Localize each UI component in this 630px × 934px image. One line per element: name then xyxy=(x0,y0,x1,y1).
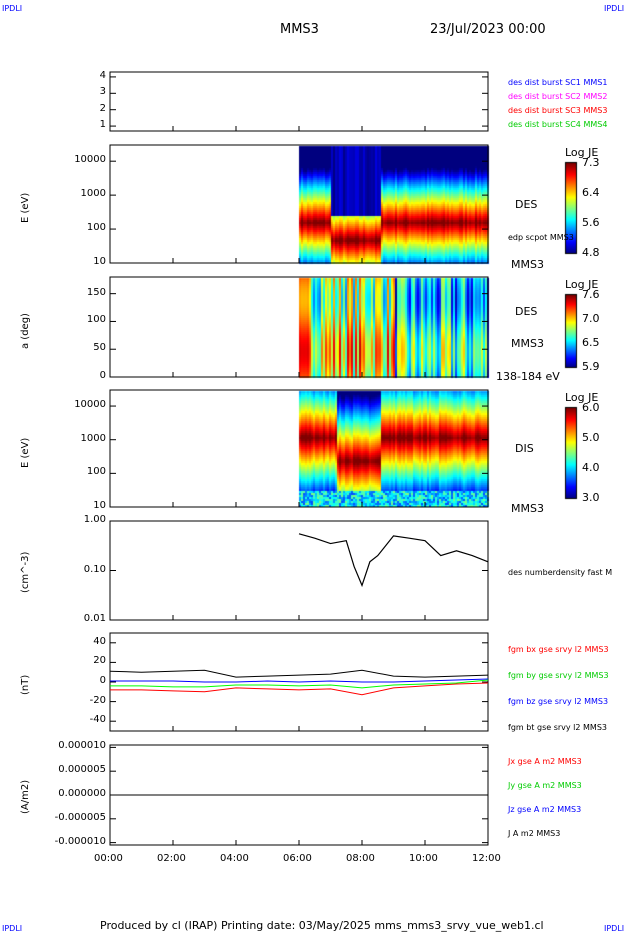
corner-label: IPDLI xyxy=(604,924,625,933)
x-tick-label: 06:00 xyxy=(283,853,312,864)
x-tick-label: 02:00 xyxy=(157,853,186,864)
colorbar-tick-label: 6.5 xyxy=(582,336,600,349)
x-tick-label: 12:00 xyxy=(472,853,501,864)
y-tick-label: 10000 xyxy=(74,399,106,411)
y-tick-label: 4 xyxy=(99,69,106,81)
x-tick-label: 10:00 xyxy=(409,853,438,864)
y-tick-label: 0.000010 xyxy=(58,740,106,752)
y-tick-label: -0.000010 xyxy=(54,835,106,847)
y-tick-label: 3 xyxy=(99,86,106,98)
colorbar-tick-label: 3.0 xyxy=(582,491,600,504)
y-tick-label: 0.01 xyxy=(83,613,106,624)
colorbar-title: Log JE xyxy=(565,146,599,159)
panel-frame xyxy=(109,71,489,132)
panel-frame xyxy=(109,389,489,508)
y-axis-label: E (eV) xyxy=(20,437,31,468)
colorbar-tick-label: 4.0 xyxy=(582,461,600,474)
legend-label: J A m2 MMS3 xyxy=(508,829,561,838)
legend-label: Jz gse A m2 MMS3 xyxy=(508,805,582,814)
y-tick-label: -40 xyxy=(89,714,106,726)
legend-label: Jx gse A m2 MMS3 xyxy=(508,757,582,766)
b-field-line xyxy=(110,679,489,689)
x-tick-label: 04:00 xyxy=(220,853,249,864)
y-tick-label: 50 xyxy=(93,342,106,354)
y-tick-label: 0.10 xyxy=(83,563,106,575)
y-tick-label: 1.00 xyxy=(83,514,106,525)
instrument-label: DES xyxy=(515,305,538,318)
y-tick-label: 40 xyxy=(93,635,106,647)
colorbar-tick-label: 5.9 xyxy=(582,360,600,373)
colorbar-tick-label: 4.8 xyxy=(582,246,600,259)
y-tick-label: 10 xyxy=(93,500,106,511)
y-tick-label: 100 xyxy=(86,314,106,326)
legend-label: MMS3 xyxy=(511,502,544,515)
legend-label: des numberdensity fast M xyxy=(508,568,613,577)
corner-label: IPDLI xyxy=(2,4,23,13)
x-tick-label: 08:00 xyxy=(346,853,375,864)
mission-title: MMS3 xyxy=(280,22,319,37)
legend-label: fgm bz gse srvy l2 MMS3 xyxy=(508,697,609,706)
y-tick-label: 1000 xyxy=(80,188,106,200)
y-tick-label: 150 xyxy=(86,286,106,298)
colorbar-tick-label: 7.3 xyxy=(582,156,600,169)
density-line xyxy=(298,533,489,588)
colorbar-tick-label: 7.0 xyxy=(582,312,600,325)
colorbar-tick-label: 5.6 xyxy=(582,216,600,229)
colorbar-tick-label: 6.0 xyxy=(582,401,600,414)
b-field-line xyxy=(110,678,489,683)
panel-frame xyxy=(109,520,489,621)
colorbar-title: Log JE xyxy=(565,391,599,404)
colorbar-tick-label: 5.0 xyxy=(582,431,600,444)
y-tick-label: -20 xyxy=(89,694,106,706)
instrument-label: DES xyxy=(515,198,538,211)
b-field-line xyxy=(110,682,489,696)
corner-label: IPDLI xyxy=(604,4,625,13)
y-tick-label: 100 xyxy=(86,466,106,478)
y-axis-label: (A/m2) xyxy=(20,780,31,815)
y-tick-label: 2 xyxy=(99,102,106,114)
y-tick-label: -0.000005 xyxy=(54,811,106,823)
y-tick-label: 0 xyxy=(99,370,106,381)
y-axis-label: a (deg) xyxy=(20,313,31,350)
legend-label: fgm by gse srvy l2 MMS3 xyxy=(508,671,609,680)
legend-label: edp scpot MMS3 xyxy=(508,233,574,242)
energy-range-label: 138-184 eV xyxy=(496,370,560,383)
y-axis-label: E (eV) xyxy=(20,192,31,224)
legend-label: fgm bx gse srvy l2 MMS3 xyxy=(508,645,609,654)
y-tick-label: 1000 xyxy=(80,432,106,444)
legend-label: des dist burst SC3 MMS3 xyxy=(508,106,608,115)
legend-label: des dist burst SC1 MMS1 xyxy=(508,78,608,87)
b-field-line xyxy=(109,669,489,678)
legend-label: des dist burst SC4 MMS4 xyxy=(508,120,608,129)
y-axis-label: (cm^-3) xyxy=(20,551,31,593)
y-tick-label: 0.000000 xyxy=(58,788,106,799)
legend-label: fgm bt gse srvy l2 MMS3 xyxy=(508,723,607,732)
panel-frame xyxy=(109,144,489,264)
panel-frame xyxy=(109,276,489,378)
legend-label: MMS3 xyxy=(511,258,544,271)
colorbar-title: Log JE xyxy=(565,278,599,291)
y-tick-label: 10 xyxy=(93,256,106,267)
y-axis-label: (nT) xyxy=(20,674,31,695)
colorbar-tick-label: 7.6 xyxy=(582,288,600,301)
y-tick-label: 10000 xyxy=(74,154,106,166)
instrument-label: DIS xyxy=(515,442,534,455)
y-tick-label: 100 xyxy=(86,222,106,234)
colorbar-tick-label: 6.4 xyxy=(582,186,600,199)
corner-label: IPDLI xyxy=(2,924,23,933)
legend-label: des dist burst SC2 MMS2 xyxy=(508,92,608,101)
y-tick-label: 1 xyxy=(99,119,106,131)
legend-label: Jy gse A m2 MMS3 xyxy=(508,781,582,790)
y-tick-label: 20 xyxy=(93,655,106,667)
legend-label: MMS3 xyxy=(511,337,544,350)
footer-text: Produced by cl (IRAP) Printing date: 03/… xyxy=(100,919,544,932)
date-title: 23/Jul/2023 00:00 xyxy=(430,22,546,37)
y-tick-label: 0.000005 xyxy=(58,764,106,776)
y-tick-label: 0 xyxy=(99,675,106,686)
x-tick-label: 00:00 xyxy=(94,853,123,864)
